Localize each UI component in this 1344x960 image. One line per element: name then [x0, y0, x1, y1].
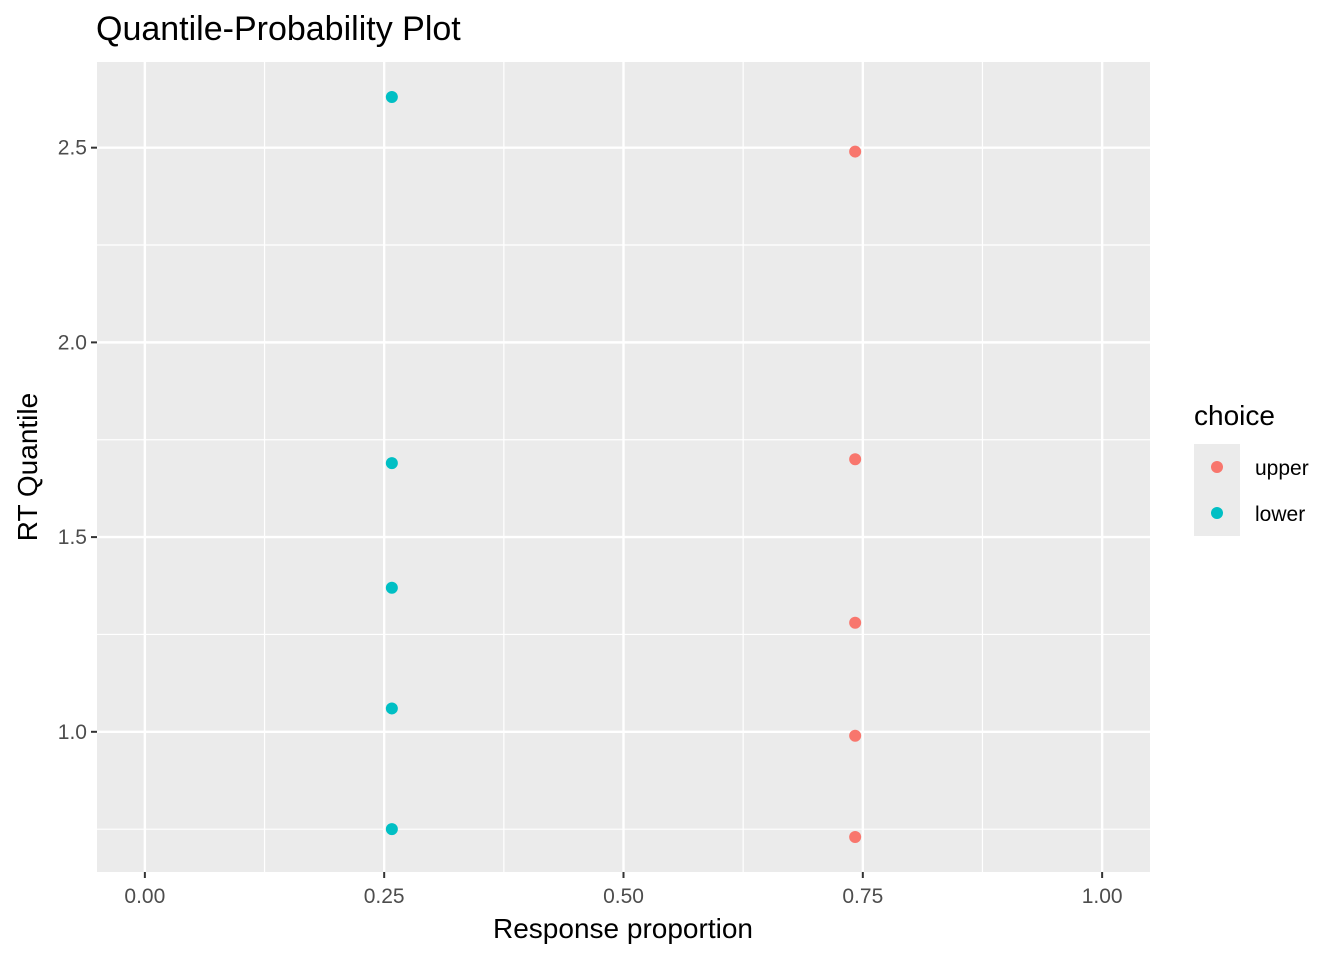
x-tick-label: 0.50 — [603, 885, 644, 908]
chart-title: Quantile-Probability Plot — [96, 10, 461, 48]
data-point-upper — [849, 616, 862, 629]
y-axis-title: RT Quantile — [12, 393, 43, 541]
data-point-lower — [385, 457, 398, 470]
data-point-lower — [385, 702, 398, 715]
data-point-upper — [849, 830, 862, 843]
y-tick-label: 1.0 — [58, 721, 87, 744]
data-point-lower — [385, 823, 398, 836]
legend: choice upper lower — [1194, 400, 1309, 536]
legend-label: lower — [1255, 503, 1305, 526]
major-gridlines — [97, 62, 1150, 872]
y-tick-label: 2.0 — [58, 331, 87, 354]
y-tick-label: 2.5 — [58, 137, 87, 160]
x-axis-title: Response proportion — [493, 913, 753, 944]
data-points — [385, 91, 862, 843]
data-point-upper — [849, 453, 862, 466]
legend-key-lower — [1211, 507, 1223, 519]
x-tick-label: 1.00 — [1082, 885, 1123, 908]
x-tick-label: 0.00 — [124, 885, 165, 908]
x-axis: 0.00 0.25 0.50 0.75 1.00 — [124, 872, 1123, 908]
x-tick-label: 0.75 — [842, 885, 883, 908]
data-point-lower — [385, 581, 398, 594]
legend-title: choice — [1194, 400, 1275, 431]
data-point-lower — [385, 91, 398, 104]
data-point-upper — [849, 145, 862, 158]
data-point-upper — [849, 729, 862, 742]
legend-label: upper — [1255, 457, 1309, 480]
x-tick-label: 0.25 — [364, 885, 405, 908]
legend-key-upper — [1211, 461, 1223, 473]
y-axis: 1.0 1.5 2.0 2.5 — [58, 137, 97, 744]
y-tick-label: 1.5 — [58, 526, 87, 549]
